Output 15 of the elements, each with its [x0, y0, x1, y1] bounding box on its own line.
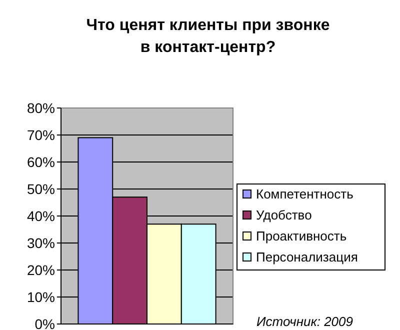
y-tick-label: 20% [26, 262, 55, 278]
y-tick-label: 50% [26, 180, 55, 197]
y-tick-label: 40% [26, 208, 55, 224]
legend-label: Персонализация [256, 250, 358, 265]
y-tick-label: 10% [26, 288, 55, 305]
y-tick-label: 30% [26, 234, 55, 251]
y-tick-label: 80% [26, 100, 55, 116]
y-tick-label: 0% [34, 316, 55, 330]
legend-label: Проактивность [256, 228, 347, 244]
y-tick-label: 60% [26, 154, 55, 170]
text: Источник: 2009 [256, 314, 353, 329]
chart-title: Что ценят клиенты при звонке в контакт-центр? [86, 17, 330, 56]
legend-label: Компетентность [256, 186, 354, 202]
legend-label: Удобство [256, 208, 312, 223]
y-tick-label: 70% [26, 126, 55, 143]
